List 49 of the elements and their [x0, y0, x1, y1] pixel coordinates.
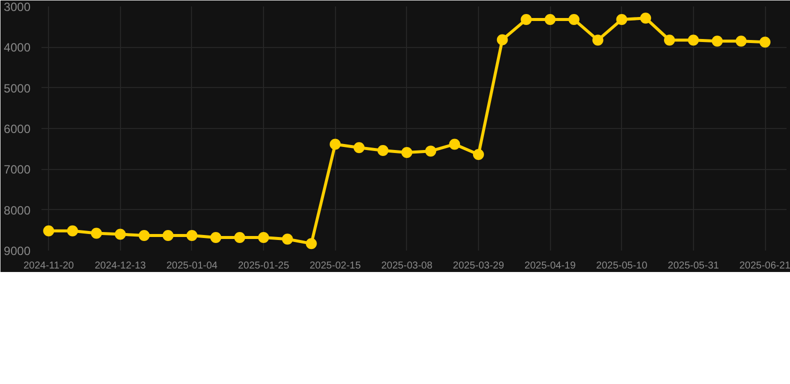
y-tick-label: 5000	[4, 81, 31, 96]
x-tick-label: 2025-01-25	[238, 260, 290, 272]
point	[496, 34, 508, 46]
y-tick-label: 8000	[4, 203, 31, 218]
point	[401, 147, 412, 158]
y-tick-label: 9000	[4, 244, 31, 258]
y-tick-label: 6000	[4, 122, 31, 136]
point	[568, 14, 580, 26]
x-tick-label: 2025-05-10	[596, 260, 648, 272]
point	[688, 34, 699, 46]
point	[712, 36, 723, 47]
point	[210, 232, 222, 243]
point	[258, 232, 270, 243]
x-tick-label: 2025-04-19	[524, 260, 576, 272]
point	[616, 14, 628, 26]
x-tick-label: 2025-06-21	[739, 260, 790, 272]
y-tick-label: 4000	[4, 40, 31, 55]
point	[330, 138, 341, 150]
y-tick-label: 3000	[4, 0, 31, 14]
point	[760, 36, 771, 48]
point	[186, 230, 198, 241]
point	[592, 34, 604, 46]
point	[377, 144, 388, 156]
point	[282, 234, 293, 245]
x-tick-label: 2024-11-20	[23, 260, 74, 272]
point	[114, 228, 126, 240]
point	[306, 238, 317, 250]
x-tick-label: 2025-01-04	[166, 260, 218, 272]
x-tick-label: 2025-02-15	[310, 260, 362, 272]
point	[664, 34, 675, 46]
x-tick-label: 2024-12-13	[94, 260, 146, 272]
y-tick-label: 7000	[4, 162, 31, 177]
point	[449, 138, 460, 150]
point	[354, 142, 365, 154]
point	[544, 14, 556, 26]
point	[520, 14, 532, 26]
point	[90, 228, 102, 239]
x-tick-label: 2025-05-31	[668, 260, 720, 272]
point	[162, 230, 174, 241]
point	[736, 36, 747, 47]
point	[43, 225, 54, 236]
point	[138, 230, 150, 241]
point	[425, 146, 436, 157]
point	[640, 12, 652, 24]
x-tick-label: 2025-03-29	[452, 260, 504, 272]
point	[67, 225, 78, 236]
point	[234, 232, 246, 243]
point	[472, 149, 484, 160]
x-tick-label: 2025-03-08	[381, 260, 433, 272]
